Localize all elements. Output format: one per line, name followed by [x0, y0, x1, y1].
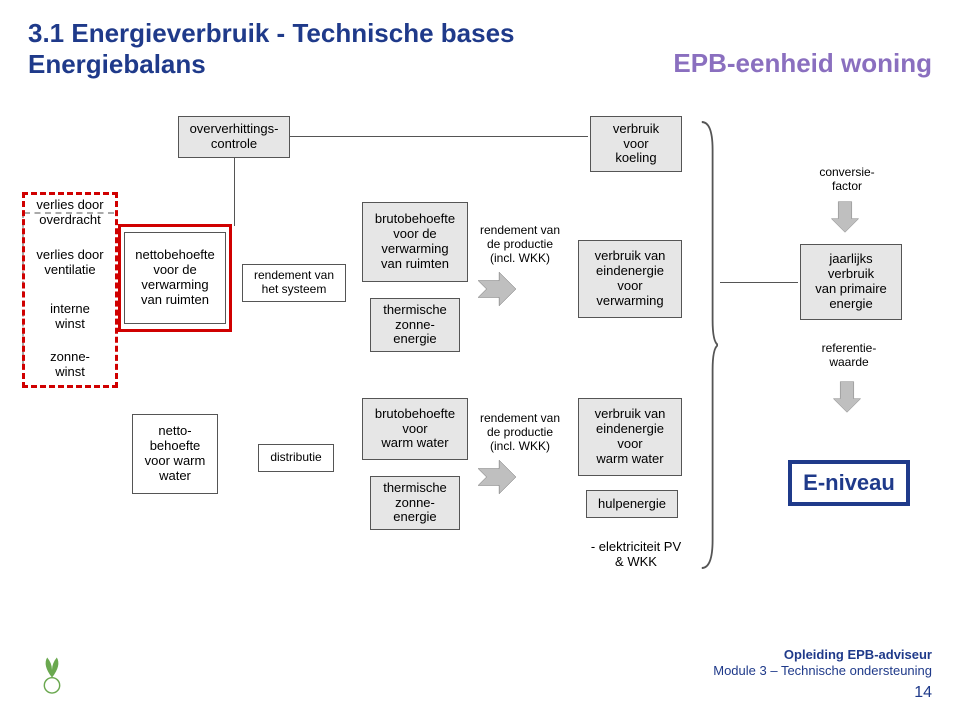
- arrow-ref-down: [828, 380, 866, 414]
- bracket: [700, 120, 718, 570]
- conn-overheat-right: [290, 136, 588, 137]
- bracket-to-right: [720, 282, 798, 283]
- box-therm-zonne-1: thermische zonne- energie: [370, 298, 460, 352]
- box-e-niveau: E-niveau: [788, 460, 910, 506]
- title-right: EPB-eenheid woning: [673, 48, 932, 79]
- arrow-2: [476, 456, 518, 498]
- red-frame-netto: [118, 224, 232, 332]
- box-verbr-heat: verbruik van eindenergie voor verwarming: [578, 240, 682, 318]
- arrow-1: [476, 268, 518, 310]
- box-rend-systeem: rendement van het systeem: [242, 264, 346, 302]
- box-therm-zonne-2: thermische zonne- energie: [370, 476, 460, 530]
- label-referentie: referentie- waarde: [808, 342, 890, 370]
- arrow-conv: [828, 200, 862, 234]
- label-elek-pv: - elektriciteit PV & WKK: [576, 540, 696, 570]
- box-bruto-heat: brutobehoefte voor de verwarming van rui…: [362, 202, 468, 282]
- footer-line-2: Module 3 – Technische ondersteuning: [713, 663, 932, 678]
- box-verbr-koeling: verbruik voor koeling: [590, 116, 682, 172]
- title-line-2: Energiebalans: [28, 49, 515, 80]
- box-distributie: distributie: [258, 444, 334, 472]
- label-conv-factor: conversie- factor: [806, 166, 888, 194]
- red-frame-left: [22, 192, 118, 388]
- label-rend-prod-1: rendement van de productie (incl. WKK): [472, 224, 568, 265]
- title-block: 3.1 Energieverbruik - Technische bases E…: [28, 18, 515, 80]
- box-jaarlijks: jaarlijks verbruik van primaire energie: [800, 244, 902, 320]
- label-rend-prod-2: rendement van de productie (incl. WKK): [472, 412, 568, 453]
- box-netto-dhw: netto- behoefte voor warm water: [132, 414, 218, 494]
- page-number: 14: [914, 684, 932, 702]
- footer-line-1: Opleiding EPB-adviseur: [784, 647, 932, 662]
- box-verbr-dhw: verbruik van eindenergie voor warm water: [578, 398, 682, 476]
- conn-overheat-down: [234, 158, 235, 226]
- tree-icon: [28, 646, 76, 694]
- box-hulpenergie: hulpenergie: [586, 490, 678, 518]
- box-overheat: oververhittings- controle: [178, 116, 290, 158]
- title-line-1: 3.1 Energieverbruik - Technische bases: [28, 18, 515, 49]
- box-bruto-dhw: brutobehoefte voor warm water: [362, 398, 468, 460]
